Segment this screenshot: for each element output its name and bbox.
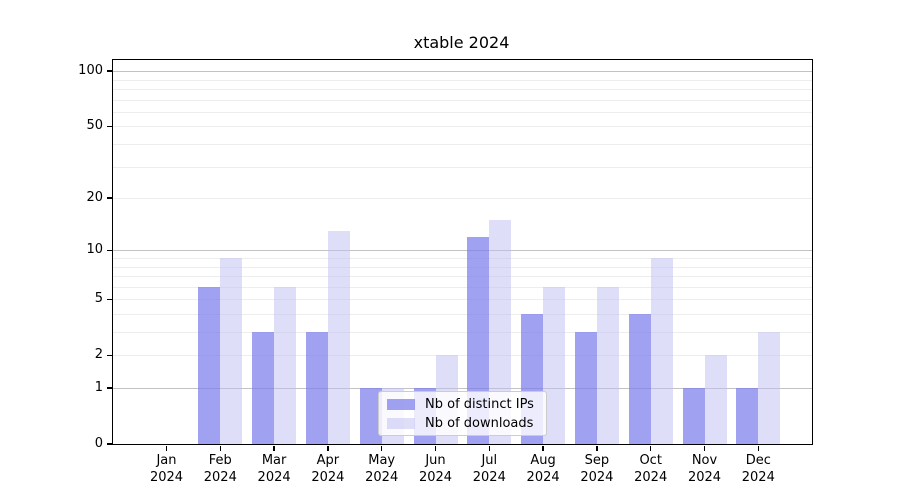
y-tick: [106, 354, 112, 356]
bar-distinct-ips-apr: [305, 332, 328, 444]
y-tick-label: 5: [94, 291, 103, 307]
bar-downloads-dec: [758, 332, 781, 444]
y-gridline-minor: [113, 266, 812, 268]
bar-downloads-mar: [274, 286, 297, 444]
y-gridline-minor: [113, 99, 812, 101]
x-tick: [757, 445, 760, 451]
bar-downloads-feb: [220, 258, 243, 444]
y-tick-label: 50: [86, 118, 103, 134]
bar-distinct-ips-feb: [198, 286, 221, 444]
x-tick-label: Dec 2024: [741, 453, 775, 485]
y-tick: [106, 298, 112, 300]
bar-distinct-ips-oct: [628, 313, 651, 444]
x-tick-label: Sep 2024: [580, 453, 614, 485]
legend-row-downloads: Nb of downloads: [379, 414, 546, 432]
bar-distinct-ips-mar: [252, 332, 275, 444]
bar-downloads-jul: [489, 220, 512, 444]
y-gridline-minor: [113, 144, 812, 146]
y-tick: [106, 387, 112, 389]
bar-downloads-nov: [704, 355, 727, 444]
y-gridline-minor: [113, 355, 812, 357]
y-gridline-major: [113, 388, 812, 389]
legend-row-distinct-ips: Nb of distinct IPs: [379, 395, 546, 413]
y-gridline-minor: [113, 79, 812, 81]
y-tick: [106, 197, 112, 199]
y-gridline-minor: [113, 166, 812, 168]
x-tick-label: Apr 2024: [311, 453, 345, 485]
legend-swatch-downloads: [387, 417, 415, 429]
y-tick-label: 10: [86, 242, 103, 258]
y-gridline-minor: [113, 198, 812, 200]
x-tick-label: Aug 2024: [526, 453, 560, 485]
x-tick-label: Jun 2024: [418, 453, 453, 485]
plot-area: 0 1 2 5 10 20 50 100 Jan 2024 Feb 2024 Mar 2024 Apr…: [78, 59, 813, 485]
legend-label-downloads: Nb of downloads: [425, 415, 534, 431]
legend: Nb of distinct IPs Nb of downloads: [378, 391, 547, 436]
x-tick: [380, 445, 383, 451]
y-tick: [106, 125, 112, 128]
y-gridline-minor: [113, 276, 812, 278]
x-tick-label: Jul 2024: [472, 453, 506, 485]
x-tick: [327, 445, 329, 451]
x-tick-label: Oct 2024: [634, 453, 668, 485]
y-tick: [106, 443, 112, 445]
chart-title: xtable 2024: [413, 33, 510, 52]
bar-downloads-apr: [327, 230, 350, 444]
x-tick-label: Nov 2024: [687, 453, 722, 485]
bar-downloads-sep: [596, 286, 619, 444]
y-tick-label: 0: [94, 436, 103, 451]
x-tick: [434, 445, 437, 451]
y-gridline-major: [113, 250, 812, 252]
y-gridline-minor: [113, 299, 812, 301]
x-tick: [596, 445, 598, 451]
x-tick-label: May 2024: [365, 453, 399, 485]
x-tick: [649, 445, 652, 451]
y-tick-label: 20: [86, 190, 103, 206]
bar-distinct-ips-dec: [736, 388, 759, 444]
legend-label-distinct-ips: Nb of distinct IPs: [425, 396, 534, 412]
x-tick-label: Jan 2024: [149, 453, 184, 485]
y-tick: [106, 249, 112, 252]
x-tick-label: Mar 2024: [257, 453, 291, 485]
y-gridline-minor: [113, 89, 812, 91]
y-gridline-minor: [113, 286, 812, 288]
y-tick: [106, 70, 112, 72]
y-gridline-minor: [113, 332, 812, 334]
y-gridline-minor: [113, 111, 812, 113]
bar-distinct-ips-may: [359, 388, 382, 444]
x-tick: [703, 445, 706, 451]
x-tick-label: Feb 2024: [203, 453, 237, 485]
x-tick: [273, 445, 275, 451]
x-tick: [165, 445, 168, 451]
y-gridline-minor: [113, 126, 812, 128]
y-gridline-minor: [113, 258, 812, 259]
x-tick: [542, 445, 544, 451]
x-tick: [488, 445, 491, 451]
y-gridline-major: [113, 71, 812, 73]
x-tick: [219, 445, 222, 451]
y-tick-label: 100: [78, 63, 103, 79]
bar-distinct-ips-sep: [574, 332, 597, 444]
bar-downloads-aug: [543, 286, 566, 444]
bar-distinct-ips-nov: [682, 388, 705, 444]
bar-downloads-oct: [650, 258, 673, 444]
y-gridline-minor: [113, 313, 812, 315]
y-tick-label: 1: [94, 380, 103, 395]
legend-swatch-distinct-ips: [387, 398, 415, 410]
y-tick-label: 2: [94, 347, 103, 363]
